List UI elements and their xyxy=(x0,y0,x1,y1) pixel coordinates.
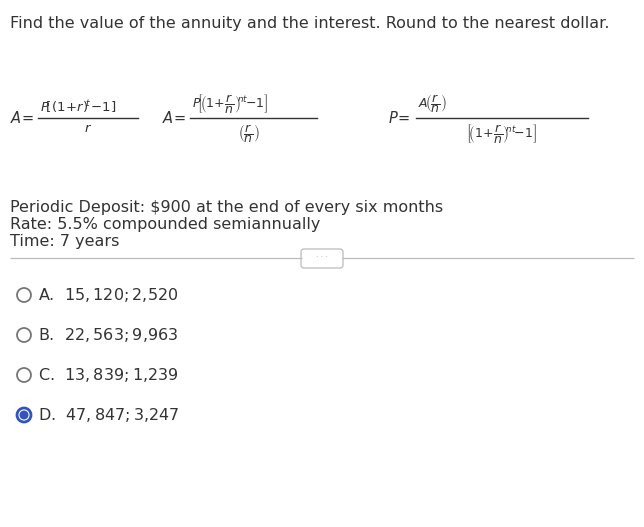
Text: Periodic Deposit: $900 at the end of every six months: Periodic Deposit: $900 at the end of eve… xyxy=(10,200,443,215)
Text: D.  $47,847; $3,247: D. $47,847; $3,247 xyxy=(38,406,180,424)
Circle shape xyxy=(17,288,31,302)
Text: A.  $15,120; $2,520: A. $15,120; $2,520 xyxy=(38,286,178,304)
Text: $P\!\left[\!\left(1\!+\!\dfrac{r}{n}\right)^{\!\!nt}\!\!-\!1\right]$: $P\!\left[\!\left(1\!+\!\dfrac{r}{n}\rig… xyxy=(192,92,269,115)
Text: C.  $13,839; $1,239: C. $13,839; $1,239 xyxy=(38,366,178,384)
Circle shape xyxy=(17,368,31,382)
Text: · · ·: · · · xyxy=(316,253,328,262)
Text: $P\!\left[(1\!+\!r)^{\!t}\!-\!1\right]$: $P\!\left[(1\!+\!r)^{\!t}\!-\!1\right]$ xyxy=(40,99,117,115)
Text: $\left[\!\left(1\!+\!\dfrac{r}{n}\right)^{\!\!nt}\!\!-\!1\right]$: $\left[\!\left(1\!+\!\dfrac{r}{n}\right)… xyxy=(466,122,538,145)
Text: Rate: 5.5% compounded semiannually: Rate: 5.5% compounded semiannually xyxy=(10,217,320,232)
Circle shape xyxy=(17,408,31,422)
Circle shape xyxy=(17,328,31,342)
Text: $P\!=\!$: $P\!=\!$ xyxy=(388,110,410,126)
Circle shape xyxy=(17,408,31,422)
Text: Find the value of the annuity and the interest. Round to the nearest dollar.: Find the value of the annuity and the in… xyxy=(10,16,609,31)
Text: $A\!\left(\dfrac{r}{n}\right)$: $A\!\left(\dfrac{r}{n}\right)$ xyxy=(418,92,447,115)
Text: Time: 7 years: Time: 7 years xyxy=(10,234,119,249)
Text: $r$: $r$ xyxy=(84,122,92,135)
Text: $A\!=\!$: $A\!=\!$ xyxy=(162,110,186,126)
Text: $A\!=\!$: $A\!=\!$ xyxy=(10,110,34,126)
Text: B.  $22,563; $9,963: B. $22,563; $9,963 xyxy=(38,326,178,344)
FancyBboxPatch shape xyxy=(301,249,343,268)
Circle shape xyxy=(19,411,28,419)
Text: $\left(\dfrac{r}{n}\right)$: $\left(\dfrac{r}{n}\right)$ xyxy=(238,122,260,145)
